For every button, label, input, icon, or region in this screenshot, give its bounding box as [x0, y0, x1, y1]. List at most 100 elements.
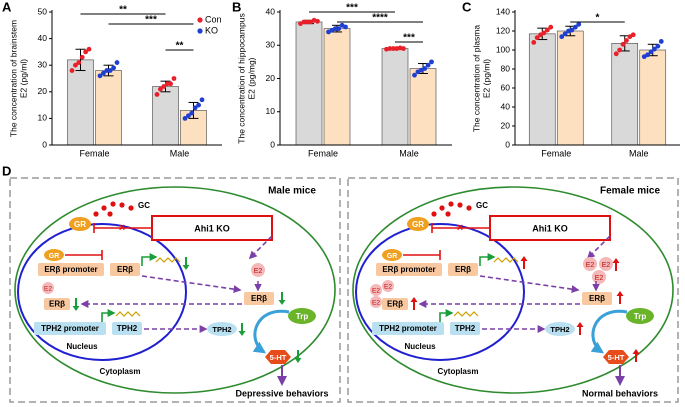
er-box: [244, 292, 274, 305]
data-point: [655, 43, 661, 49]
outcome-label: Normal behaviors: [582, 388, 658, 398]
data-point: [97, 73, 103, 79]
gc-molecule: [101, 205, 107, 211]
y-tick-label: 60: [501, 82, 511, 92]
y-tick-label: 40: [501, 101, 511, 111]
data-point: [199, 97, 205, 103]
er-label: ERβ: [589, 294, 605, 303]
bar: [528, 33, 556, 146]
data-point: [569, 27, 575, 33]
tph2-label: TPH2: [212, 325, 231, 334]
x-tick-label: Male: [399, 148, 419, 158]
data-point: [412, 72, 417, 78]
serotonin-molecule: [265, 350, 291, 364]
data-point: [572, 24, 578, 30]
bar: [639, 49, 667, 146]
block-mark: ×: [119, 222, 125, 234]
y-tick-label: 10: [266, 106, 276, 116]
data-point: [154, 92, 160, 97]
dashed-arrow: [479, 275, 580, 294]
data-point: [648, 49, 654, 55]
data-point: [104, 68, 110, 73]
x-tick-label: Female: [308, 148, 338, 158]
panel-title: Male mice: [268, 186, 316, 197]
data-point: [390, 46, 396, 51]
gc-molecule: [93, 211, 99, 217]
gr-nuc-label: GR: [387, 253, 398, 260]
gc-molecule: [466, 205, 472, 211]
cytoplasm-label: Cytoplasm: [100, 367, 141, 376]
e2-nuc-label: E2: [384, 284, 392, 291]
data-point: [613, 51, 619, 57]
er-gene-label: ERβ: [117, 265, 133, 274]
data-point: [161, 84, 167, 89]
y-axis-label: E2 (pg/mg): [246, 57, 256, 99]
data-point: [617, 47, 623, 53]
y-tick-label: 40: [266, 6, 276, 16]
er-box: [582, 292, 612, 305]
gc-molecule: [128, 205, 134, 211]
data-point: [534, 35, 540, 41]
gc-molecule: [107, 211, 113, 217]
y-tick-label: 50: [38, 6, 48, 16]
er-nuc2-label: ERβ: [49, 300, 65, 309]
tph2-promoter-box: [34, 322, 106, 335]
panel-letter: A: [2, 0, 12, 14]
data-point: [168, 81, 174, 87]
change-arrow-head: [72, 306, 80, 311]
serotonin-molecule: [603, 350, 629, 364]
tph2-gene-box: [450, 322, 480, 335]
tph2-promoter-label: TPH2 promoter: [379, 324, 437, 333]
change-arrow-head: [238, 331, 246, 336]
data-point: [562, 31, 568, 37]
y-tick-label: 100: [496, 44, 510, 54]
significance-label: ***: [145, 15, 157, 26]
mrna: [493, 257, 519, 263]
data-point: [544, 27, 550, 33]
data-point: [645, 52, 651, 58]
data-point: [301, 19, 307, 25]
trp-molecule: [626, 308, 654, 324]
data-point: [332, 26, 338, 32]
data-point: [171, 76, 177, 81]
y-tick-label: 0: [505, 139, 510, 149]
ko-label: Ahi1 KO: [194, 223, 230, 233]
ko-label: Ahi1 KO: [532, 223, 568, 233]
tph2-promoter-box: [372, 322, 444, 335]
tph2-gene-label: TPH2: [455, 324, 476, 333]
data-point: [652, 46, 657, 52]
y-axis-label: E2 (pg/ml): [481, 59, 491, 98]
er-gene-label: ERβ: [455, 265, 471, 274]
transcription-start: [439, 309, 454, 322]
data-point: [164, 81, 170, 87]
e2-label: E2: [254, 268, 263, 275]
data-point: [189, 110, 195, 116]
x-tick-label: Female: [541, 148, 571, 158]
y-tick-label: 40: [38, 33, 48, 43]
data-point: [101, 70, 106, 76]
gc-molecule: [119, 202, 125, 208]
y-axis-label: The concentration of hippocampus: [236, 13, 246, 143]
data-point: [387, 46, 393, 51]
e2-nuc-label: E2: [372, 300, 380, 307]
data-point: [107, 68, 113, 73]
y-tick-label: 30: [38, 59, 48, 69]
dashed-arrow: [141, 275, 242, 294]
tph2-gene-box: [112, 322, 142, 335]
trp-molecule: [288, 308, 316, 324]
transcription-start: [479, 253, 496, 266]
tph2-gene-label: TPH2: [117, 324, 138, 333]
e2-nuc-label: E2: [44, 286, 52, 293]
y-tick-label: 20: [266, 73, 276, 83]
e2-nuc-label: E2: [372, 288, 380, 295]
data-point: [182, 116, 188, 121]
x-tick-label: Male: [629, 148, 649, 158]
gr-nuc-label: GR: [49, 253, 60, 260]
mrna: [453, 311, 479, 317]
e2-label: E2: [602, 262, 611, 269]
bar: [409, 68, 437, 146]
er-promoter-box: [376, 263, 442, 276]
gc-label: GC: [138, 201, 150, 210]
mrna: [155, 257, 181, 263]
bar: [323, 28, 351, 146]
